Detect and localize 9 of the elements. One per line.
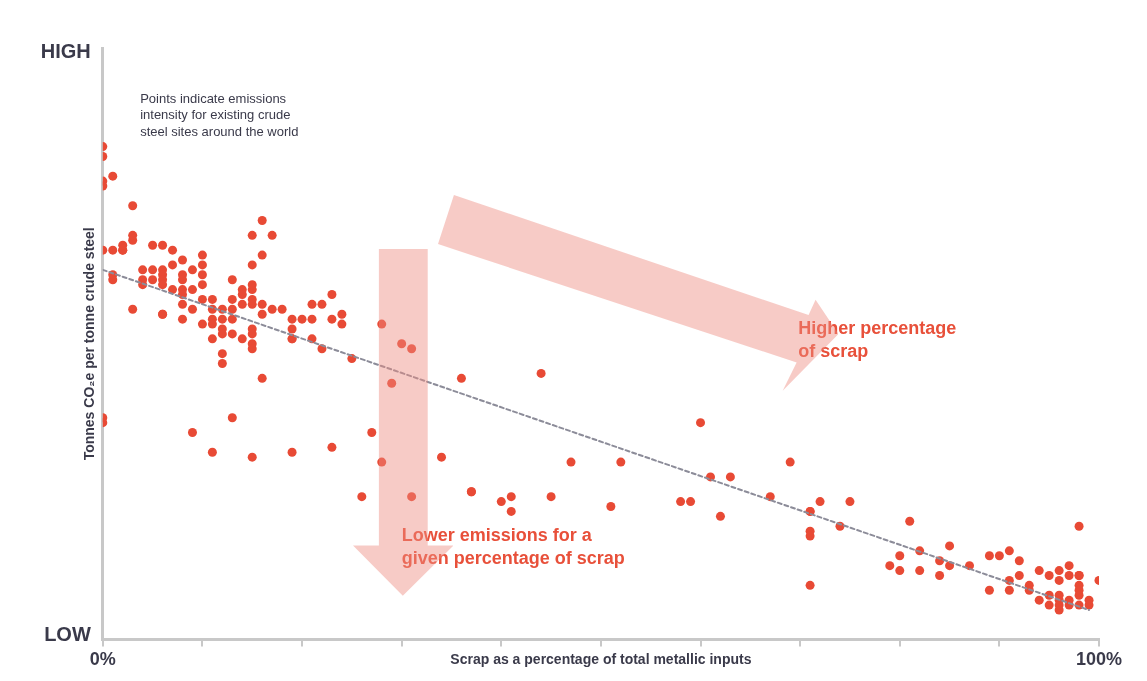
text: HIGH xyxy=(40,39,91,62)
y-axis-title: Tonnes CO₂e per tonne crude steel xyxy=(81,227,98,461)
text: LOW xyxy=(44,623,91,646)
text: Points indicate emissions intensity for existing crude steel sites around the world xyxy=(140,91,299,139)
x-axis-title: Scrap as a percentage of total metallic inputs xyxy=(450,651,752,668)
annotation: Lower emissions for a given percentage of scrap xyxy=(401,525,625,568)
annotation: Higher percentage of scrap xyxy=(798,318,957,361)
x-tick-label: 0% xyxy=(89,649,116,670)
x-tick-label: 100% xyxy=(1075,649,1123,670)
